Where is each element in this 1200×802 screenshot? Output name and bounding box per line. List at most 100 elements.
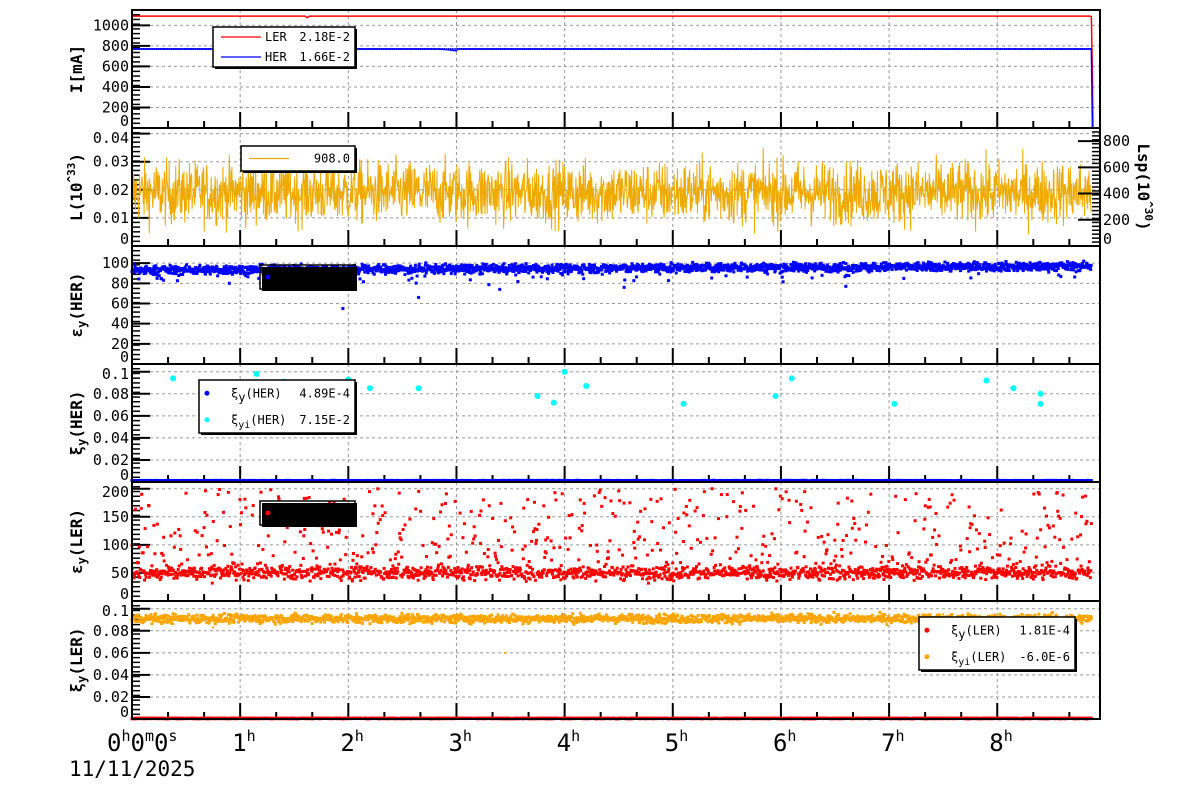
data-point — [710, 276, 713, 279]
her-point — [149, 48, 151, 50]
her-point — [580, 48, 582, 50]
her-point — [1064, 48, 1066, 50]
her-point — [764, 48, 766, 50]
data-point — [811, 276, 814, 279]
her-point — [861, 48, 863, 50]
her-point — [947, 48, 949, 50]
her-point — [537, 48, 539, 50]
her-point — [971, 48, 973, 50]
her-point — [402, 48, 404, 50]
her-point — [1012, 48, 1014, 50]
her-point — [686, 48, 688, 50]
data-point — [163, 559, 166, 562]
her-point — [710, 48, 712, 50]
her-point — [1088, 48, 1090, 50]
data-point — [216, 274, 219, 277]
data-point — [917, 261, 920, 264]
her-point — [1017, 48, 1019, 50]
her-point — [731, 48, 733, 50]
her-point — [911, 48, 913, 50]
her-point — [1002, 48, 1004, 50]
her-point — [811, 48, 813, 50]
data-point — [546, 277, 549, 280]
her-point — [917, 48, 919, 50]
her-point — [887, 48, 889, 50]
her-point — [677, 48, 679, 50]
her-point — [666, 48, 668, 50]
her-point — [619, 48, 621, 50]
data-point — [444, 262, 447, 265]
legend-value: 89.7 — [321, 270, 350, 284]
her-point — [493, 48, 495, 50]
her-point — [443, 48, 445, 50]
her-point — [919, 48, 921, 50]
her-point — [1071, 48, 1073, 50]
her-point — [999, 48, 1001, 50]
y-tick-label: 0 — [120, 585, 129, 603]
her-point — [193, 48, 195, 50]
y-tick-label: 0.04 — [93, 129, 129, 147]
her-point — [565, 48, 567, 50]
data-point — [821, 274, 824, 277]
data-point — [632, 279, 635, 282]
data-point — [1059, 275, 1062, 278]
her-point — [660, 48, 662, 50]
data-point — [879, 269, 882, 272]
her-point — [973, 48, 975, 50]
her-point — [625, 48, 627, 50]
her-point — [738, 48, 740, 50]
her-point — [188, 48, 190, 50]
her-point — [478, 48, 480, 50]
her-point — [612, 48, 614, 50]
her-point — [707, 48, 709, 50]
data-point — [514, 262, 517, 265]
her-point — [742, 48, 744, 50]
data-point — [902, 277, 905, 280]
her-point — [755, 48, 757, 50]
her-point — [854, 48, 856, 50]
data-point — [565, 263, 568, 266]
her-point — [993, 48, 995, 50]
y-tick-label: 0.04 — [93, 429, 129, 447]
her-point — [978, 48, 980, 50]
her-point — [556, 48, 558, 50]
her-point — [376, 48, 378, 50]
her-point — [199, 48, 201, 50]
data-point — [448, 264, 451, 267]
her-point — [902, 48, 904, 50]
her-point — [558, 48, 560, 50]
her-point — [945, 48, 947, 50]
data-point — [492, 263, 495, 266]
y-tick-label: 150 — [102, 508, 129, 526]
data-point — [593, 264, 596, 267]
her-point — [1069, 48, 1071, 50]
her-point — [699, 48, 701, 50]
her-point — [182, 48, 184, 50]
her-point — [398, 48, 400, 50]
her-point — [939, 48, 941, 50]
her-point — [506, 48, 508, 50]
her-point — [1038, 48, 1040, 50]
data-point — [358, 277, 361, 280]
her-point — [164, 48, 166, 50]
her-point — [208, 48, 210, 50]
her-point — [197, 48, 199, 50]
her-point — [526, 48, 528, 50]
her-point — [465, 48, 467, 50]
her-point — [679, 48, 681, 50]
right-y-tick-label: 800 — [1103, 132, 1130, 150]
her-point — [995, 48, 997, 50]
y-tick-label: 400 — [102, 78, 129, 96]
data-point — [844, 262, 847, 265]
her-point — [800, 48, 802, 50]
data-point — [176, 279, 179, 282]
her-point — [437, 48, 439, 50]
her-point — [387, 48, 389, 50]
her-point — [627, 48, 629, 50]
data-point — [1057, 267, 1060, 270]
her-point — [1025, 48, 1027, 50]
her-point — [418, 48, 420, 50]
data-point — [882, 261, 885, 264]
data-point — [384, 273, 387, 276]
